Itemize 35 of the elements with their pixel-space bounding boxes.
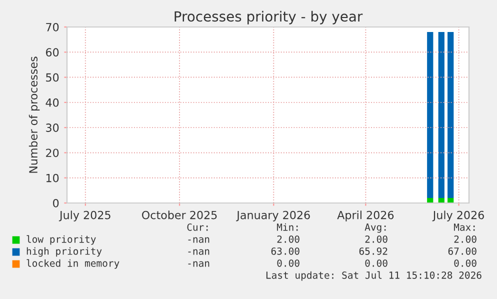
y-tick-label: 0 (53, 198, 59, 208)
text: -nan (188, 249, 210, 255)
legend-label: locked in memory (26, 259, 120, 269)
text: 63.00 (271, 247, 300, 255)
legend-label: high priority (26, 247, 102, 257)
text: Min: (276, 223, 298, 231)
text: Avg: (364, 224, 386, 233)
x-tick-label: July 2025 (58, 210, 110, 222)
text: 67.00 (448, 247, 476, 255)
text: 0.00 (454, 259, 476, 267)
y-tick-label: 70 (46, 22, 59, 32)
y-tick-label: 30 (46, 124, 59, 132)
x-tick-label: April 2026 (337, 210, 394, 222)
text: Max: (454, 224, 475, 231)
text: 0.00 (365, 259, 388, 267)
y-tick-label: 60 (46, 48, 59, 57)
text: Last update: Sat Jul 11 15:10:28 2026 (266, 271, 482, 281)
y-tick-label: 20 (46, 148, 59, 158)
text: -nan (188, 237, 210, 243)
y-tick-label: 10 (46, 174, 59, 182)
text: 0.00 (277, 259, 300, 267)
text: -nan (188, 261, 210, 267)
y-tick-label: 50 (46, 73, 59, 82)
legend-label: low priority (26, 235, 96, 245)
text: Cur: (187, 223, 208, 231)
x-tick-label: October 2025 (142, 210, 217, 220)
chart-title: Processes priority - by year (174, 10, 363, 24)
text: 2.00 (454, 235, 476, 243)
text: 2.00 (277, 235, 300, 243)
y-tick-label: 40 (46, 98, 59, 107)
x-tick-label: January 2026 (236, 210, 310, 222)
text: 65.92 (359, 247, 388, 255)
y-axis-title: Number of processes (28, 56, 40, 173)
text: 2.00 (365, 235, 388, 243)
x-tick-label: July 2026 (432, 210, 484, 222)
